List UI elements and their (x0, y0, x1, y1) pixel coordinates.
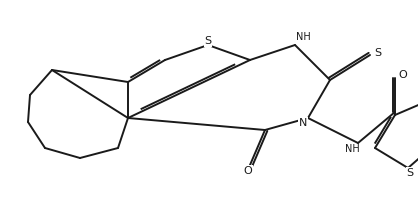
Text: N: N (299, 118, 307, 128)
Text: S: S (204, 36, 212, 46)
Text: S: S (406, 168, 413, 178)
Text: S: S (375, 48, 382, 58)
Text: NH: NH (344, 144, 359, 154)
Text: NH: NH (296, 32, 311, 42)
Text: O: O (399, 70, 408, 80)
Text: O: O (244, 166, 252, 176)
